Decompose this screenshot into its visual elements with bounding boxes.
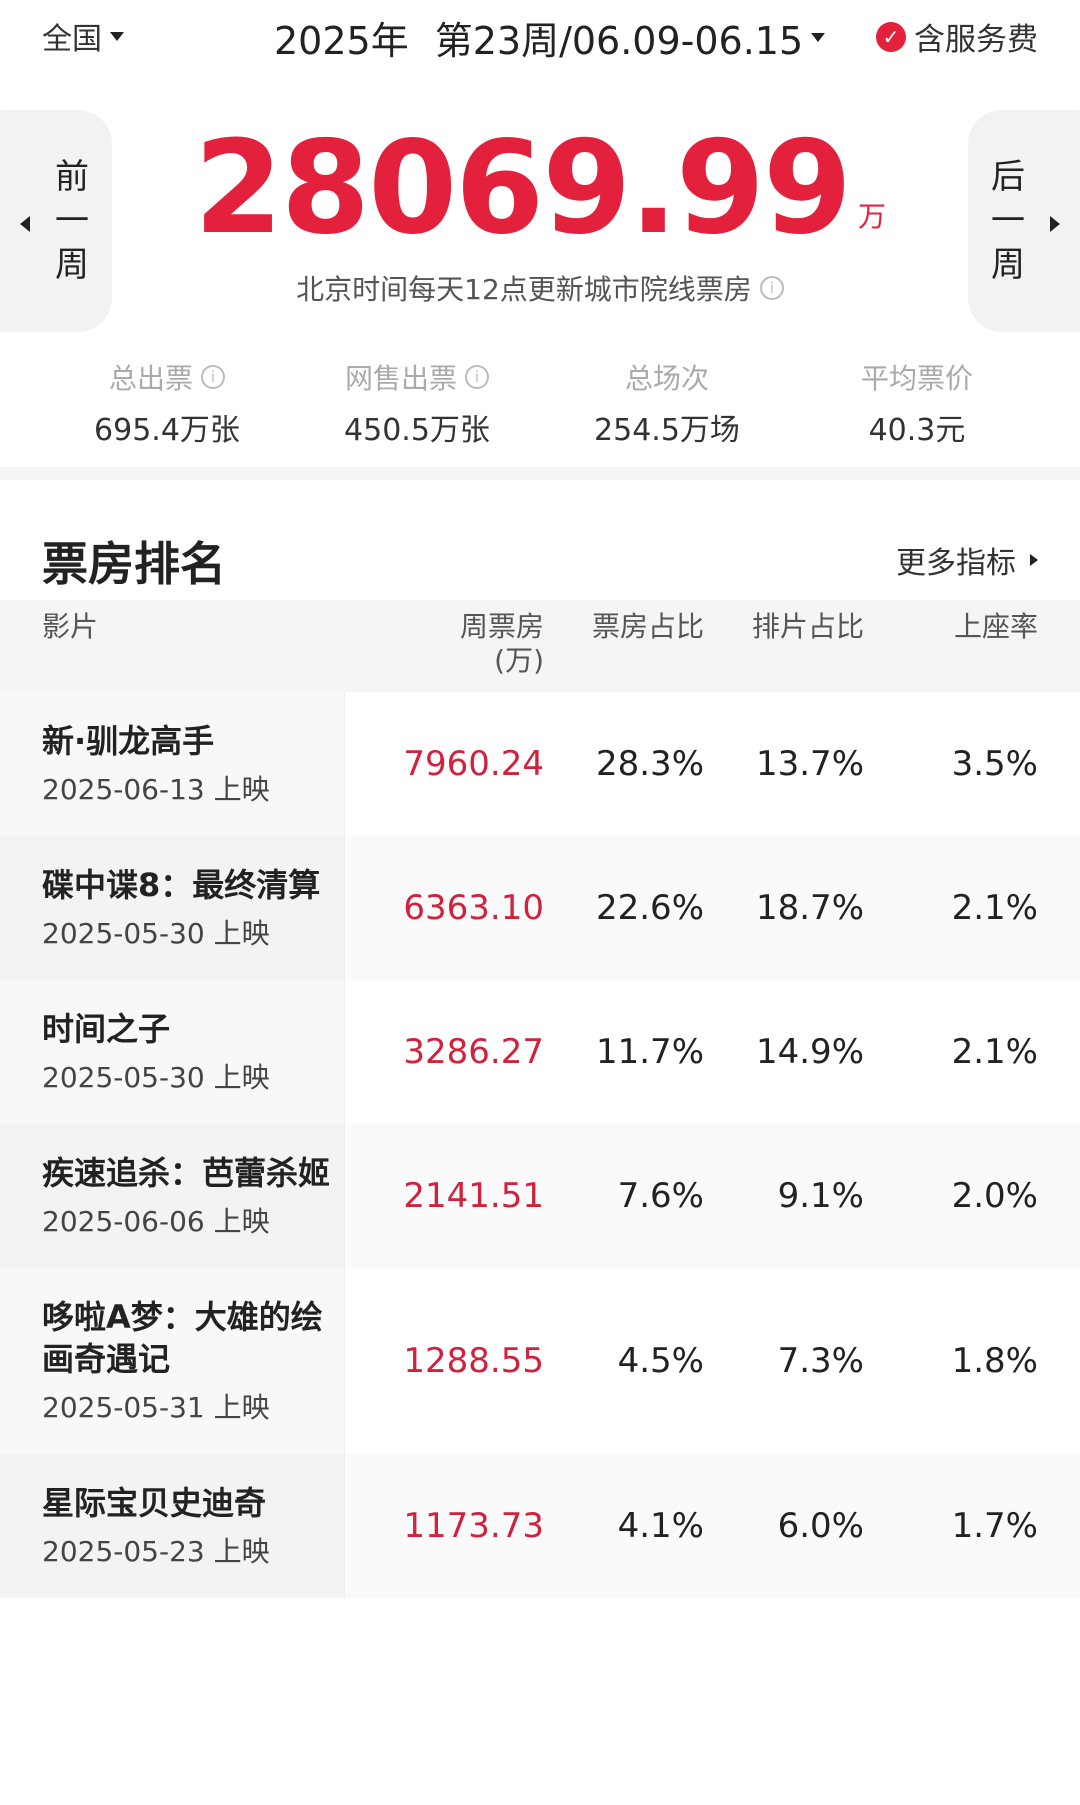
box-share: 28.3% <box>595 744 704 784</box>
box-share: 22.6% <box>595 888 704 928</box>
film-name: 星际宝贝史迪奇 <box>42 1484 267 1522</box>
schedule-share: 18.7% <box>755 888 864 928</box>
stat-value: 40.3元 <box>868 413 966 448</box>
table-row[interactable]: 疾速追杀：芭蕾杀姬 2025-06-06 上映 2141.51 7.6% 9.1% 2.0… <box>0 1124 1080 1268</box>
release-date: 2025-05-23 上映 <box>42 1535 270 1568</box>
box-office-summary: 前一周 后一周 28069.99 万 北京时间每天12点更新城市院线票房 i 总出… <box>0 72 1080 467</box>
chevron-right-icon <box>1030 554 1038 566</box>
occupancy-rate: 2.1% <box>951 888 1038 928</box>
schedule-share: 14.9% <box>755 1032 864 1072</box>
stat-label: 总出票 <box>108 362 193 395</box>
release-date: 2025-06-06 上映 <box>42 1205 270 1238</box>
film-cell: 疾速追杀：芭蕾杀姬 2025-06-06 上映 <box>0 1124 345 1268</box>
stat-label: 平均票价 <box>860 362 973 395</box>
chevron-left-icon <box>20 216 30 232</box>
table-row[interactable]: 星际宝贝史迪奇 2025-05-23 上映 1173.73 4.1% 6.0% 1.7% <box>0 1454 1080 1598</box>
stat-online-tickets: 网售出票 i 450.5万张 <box>292 357 542 449</box>
update-note-text: 北京时间每天12点更新城市院线票房 <box>296 273 752 306</box>
weekly-box-office: 6363.10 <box>403 888 544 928</box>
weekly-box-office: 1173.73 <box>403 1506 544 1546</box>
weekly-box-office: 2141.51 <box>403 1176 544 1216</box>
stat-label: 总场次 <box>624 362 709 395</box>
stats-row: 总出票 i 695.4万张 网售出票 i 450.5万张 总场次 254.5万场 平… <box>0 357 1080 449</box>
film-cell: 新·驯龙高手 2025-06-13 上映 <box>0 692 345 836</box>
service-fee-toggle[interactable]: ✓ 含服务费 <box>876 14 1038 59</box>
period-selector[interactable]: 2025年 第23周/06.09-06.15 <box>274 10 826 65</box>
stat-avg-price: 平均票价 40.3元 <box>792 357 1042 449</box>
table-row[interactable]: 碟中谍8：最终清算 2025-05-30 上映 6363.10 22.6% 18.7% 2… <box>0 836 1080 980</box>
prev-week-button[interactable]: 前一周 <box>0 110 112 332</box>
table-header: 影片 周票房 (万) 票房占比 排片占比 上座率 <box>0 600 1080 692</box>
box-office-ranking: 票房排名 更多指标 影片 周票房 (万) 票房占比 排片占比 上座率 新·驯龙高… <box>0 480 1080 1805</box>
update-note: 北京时间每天12点更新城市院线票房 i <box>0 268 1080 308</box>
next-week-button[interactable]: 后一周 <box>968 110 1080 332</box>
stat-label: 网售出票 <box>344 362 457 395</box>
stat-value: 695.4万张 <box>94 413 240 448</box>
film-cell: 哆啦A梦：大雄的绘画奇遇记 2025-05-31 上映 <box>0 1268 345 1454</box>
film-cell: 碟中谍8：最终清算 2025-05-30 上映 <box>0 836 345 980</box>
header-schedule-share[interactable]: 排片占比 <box>751 610 864 643</box>
week-label: 第23周/06.09-06.15 <box>434 19 804 63</box>
ranking-rows: 新·驯龙高手 2025-06-13 上映 7960.24 28.3% 13.7% 3.5%… <box>0 692 1080 1598</box>
info-icon[interactable]: i <box>201 365 225 389</box>
year-label: 2025年 <box>274 19 409 63</box>
box-share: 11.7% <box>595 1032 704 1072</box>
more-metrics-button[interactable]: 更多指标 <box>896 538 1038 582</box>
box-share: 4.5% <box>617 1341 704 1381</box>
chevron-down-icon <box>811 33 826 42</box>
schedule-share: 7.3% <box>777 1341 864 1381</box>
occupancy-rate: 2.0% <box>951 1176 1038 1216</box>
film-name: 碟中谍8：最终清算 <box>42 866 321 904</box>
stat-total-shows: 总场次 254.5万场 <box>542 357 792 449</box>
box-share: 4.1% <box>617 1506 704 1546</box>
occupancy-rate: 1.8% <box>951 1341 1038 1381</box>
film-name: 疾速追杀：芭蕾杀姬 <box>42 1154 331 1192</box>
stat-value: 450.5万张 <box>344 413 490 448</box>
box-share: 7.6% <box>617 1176 704 1216</box>
release-date: 2025-05-30 上映 <box>42 917 270 950</box>
total-box-office-unit: 万 <box>858 200 887 233</box>
film-cell: 星际宝贝史迪奇 2025-05-23 上映 <box>0 1454 345 1598</box>
release-date: 2025-05-30 上映 <box>42 1061 270 1094</box>
release-date: 2025-06-13 上映 <box>42 773 270 806</box>
table-row[interactable]: 新·驯龙高手 2025-06-13 上映 7960.24 28.3% 13.7% 3.5% <box>0 692 1080 836</box>
weekly-box-office: 3286.27 <box>403 1032 544 1072</box>
region-selector[interactable]: 全国 <box>42 14 124 58</box>
info-icon[interactable]: i <box>465 365 489 389</box>
stat-total-tickets: 总出票 i 695.4万张 <box>42 357 292 449</box>
header-box-share[interactable]: 票房占比 <box>591 610 704 643</box>
occupancy-rate: 3.5% <box>951 744 1038 784</box>
stat-value: 254.5万场 <box>594 413 740 448</box>
occupancy-rate: 1.7% <box>951 1506 1038 1546</box>
film-name: 时间之子 <box>42 1010 171 1048</box>
weekly-box-office: 7960.24 <box>403 744 544 784</box>
total-box-office: 28069.99 万 <box>0 114 1080 264</box>
top-bar: 全国 2025年 第23周/06.09-06.15 ✓ 含服务费 <box>0 0 1080 72</box>
film-name: 哆啦A梦：大雄的绘画奇遇记 <box>42 1298 323 1378</box>
prev-week-label: 前一周 <box>55 157 89 285</box>
chevron-right-icon <box>1050 216 1060 232</box>
chevron-down-icon <box>110 31 124 41</box>
header-occupancy[interactable]: 上座率 <box>953 610 1038 643</box>
weekly-box-office: 1288.55 <box>403 1341 544 1381</box>
table-row[interactable]: 哆啦A梦：大雄的绘画奇遇记 2025-05-31 上映 1288.55 4.5% 7.3… <box>0 1268 1080 1454</box>
header-weekly-box[interactable]: 周票房 (万) <box>459 610 544 677</box>
region-label: 全国 <box>42 22 102 57</box>
release-date: 2025-05-31 上映 <box>42 1391 270 1424</box>
info-icon[interactable]: i <box>759 276 784 300</box>
header-film: 影片 <box>42 610 99 643</box>
total-box-office-value: 28069.99 <box>193 114 852 263</box>
schedule-share: 6.0% <box>777 1506 864 1546</box>
film-cell: 时间之子 2025-05-30 上映 <box>0 980 345 1124</box>
table-row[interactable]: 时间之子 2025-05-30 上映 3286.27 11.7% 14.9% 2.1% <box>0 980 1080 1124</box>
ranking-title: 票房排名 <box>42 537 226 591</box>
occupancy-rate: 2.1% <box>951 1032 1038 1072</box>
more-metrics-label: 更多指标 <box>896 546 1016 581</box>
film-name: 新·驯龙高手 <box>42 722 215 760</box>
service-fee-label: 含服务费 <box>914 22 1038 58</box>
schedule-share: 13.7% <box>755 744 864 784</box>
schedule-share: 9.1% <box>777 1176 864 1216</box>
check-circle-icon: ✓ <box>876 21 906 52</box>
next-week-label: 后一周 <box>991 157 1025 285</box>
